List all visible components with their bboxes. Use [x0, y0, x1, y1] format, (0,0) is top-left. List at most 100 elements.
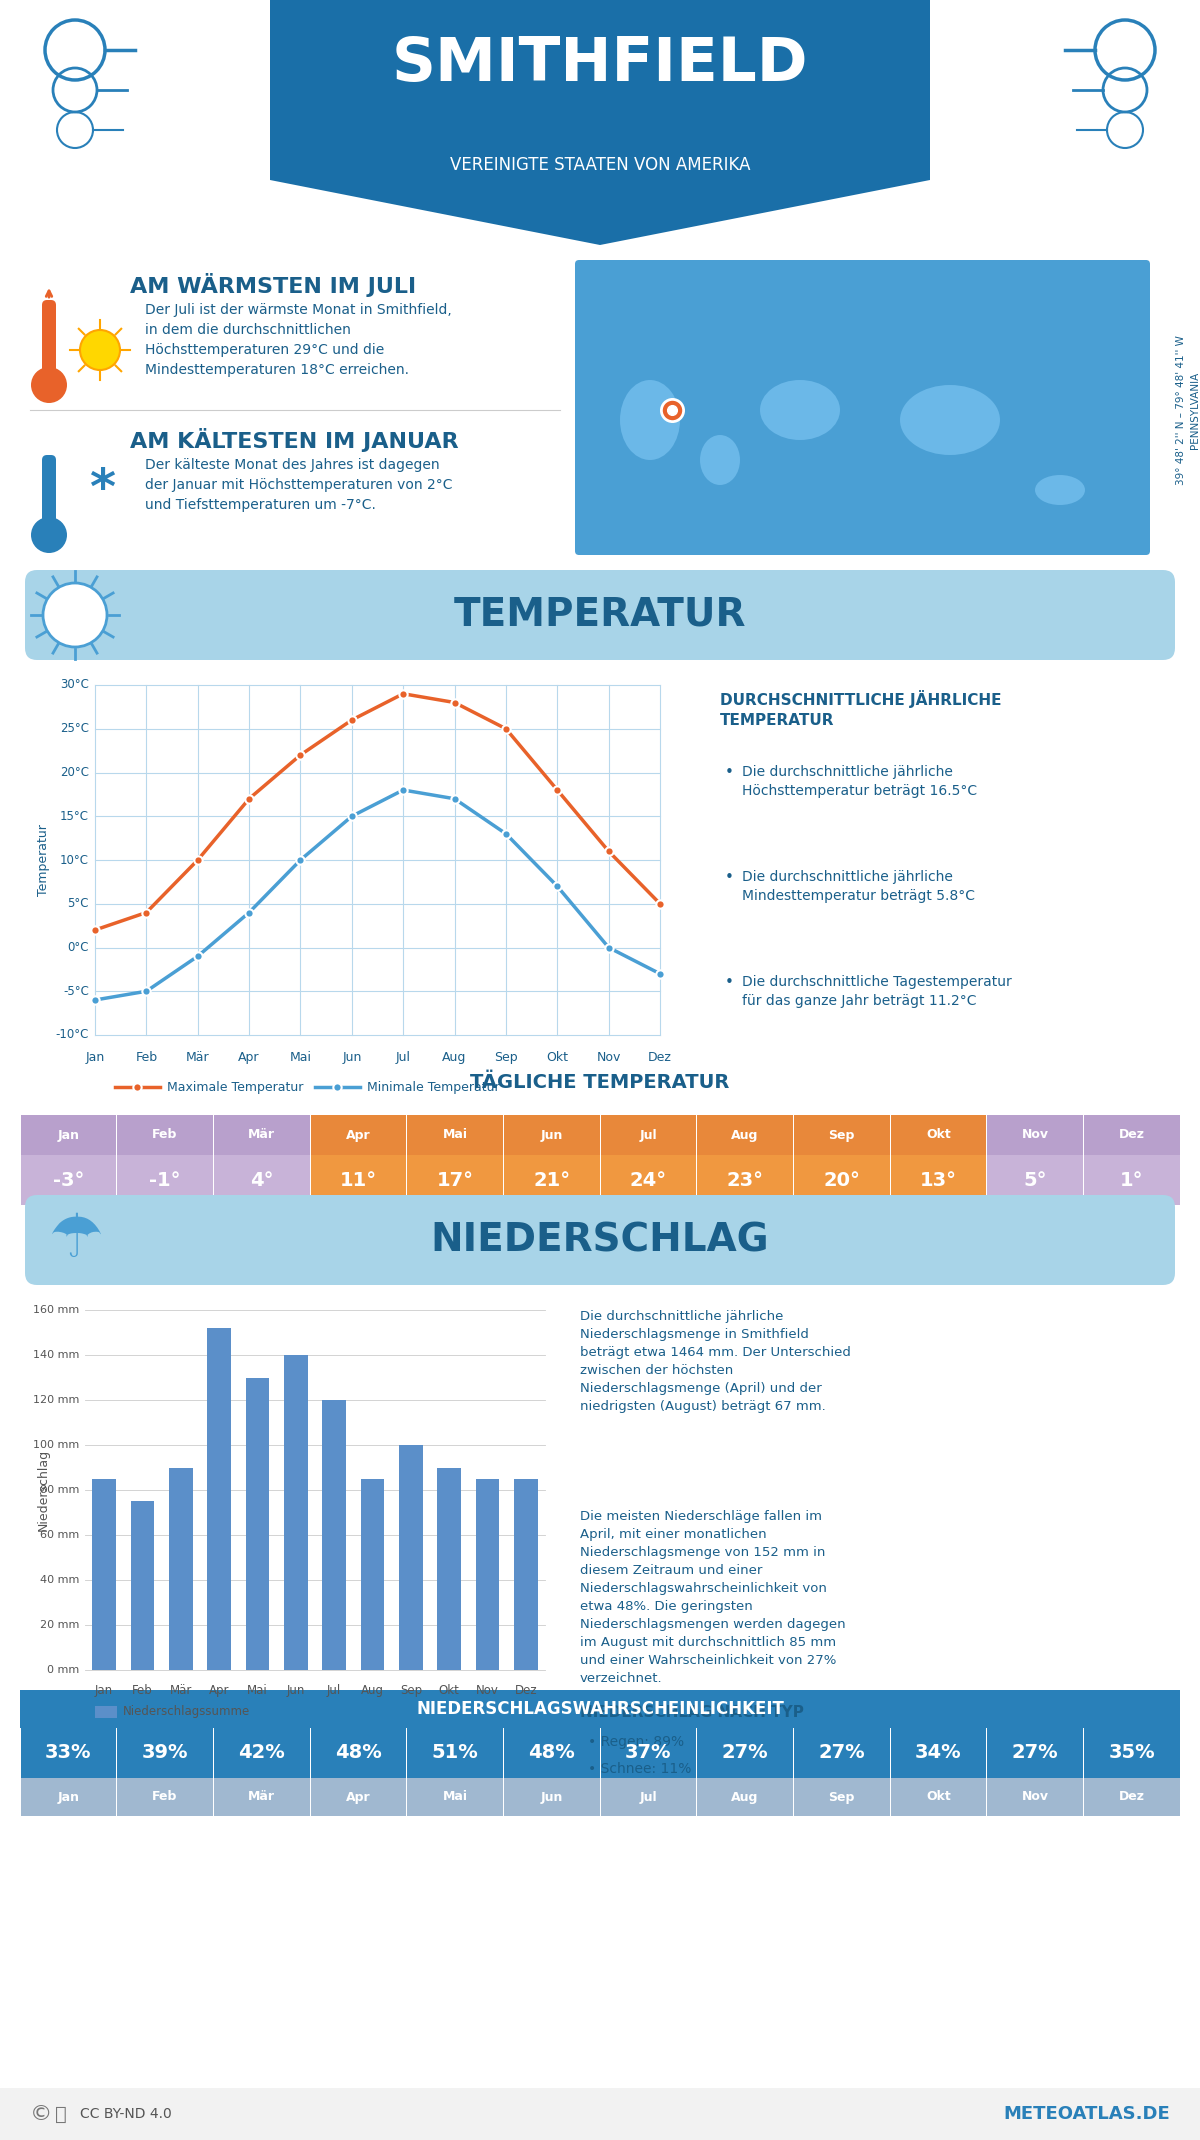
Text: Okt: Okt: [926, 1128, 950, 1141]
Bar: [600, 1115, 696, 1156]
Bar: [407, 1778, 503, 1817]
Text: 23°: 23°: [726, 1171, 763, 1190]
Bar: [1084, 1115, 1180, 1156]
Text: •: •: [725, 976, 734, 991]
Bar: [0, 2089, 1200, 2140]
Bar: [20, 1115, 116, 1156]
Text: NIEDERSCHLAGSWAHRSCHEINLICHKEIT: NIEDERSCHLAGSWAHRSCHEINLICHKEIT: [416, 1699, 784, 1718]
Text: Jul: Jul: [328, 1684, 341, 1697]
Text: 27%: 27%: [1012, 1744, 1058, 1763]
Text: ©: ©: [30, 2104, 53, 2125]
Bar: [504, 1115, 600, 1156]
Text: Apr: Apr: [346, 1128, 371, 1141]
Text: Die durchschnittliche jährliche
Höchsttemperatur beträgt 16.5°C: Die durchschnittliche jährliche Höchstte…: [742, 764, 977, 798]
FancyBboxPatch shape: [42, 300, 56, 381]
Text: •: •: [725, 871, 734, 886]
Text: Mai: Mai: [443, 1128, 468, 1141]
Text: Der kälteste Monat des Jahres ist dagegen
der Januar mit Höchsttemperaturen von : Der kälteste Monat des Jahres ist dagege…: [145, 458, 452, 511]
Text: 35%: 35%: [1109, 1744, 1154, 1763]
Text: Mai: Mai: [443, 1791, 468, 1804]
Bar: [890, 1115, 986, 1156]
Bar: [20, 1778, 116, 1817]
Text: TEMPERATUR: TEMPERATUR: [454, 597, 746, 633]
Bar: [407, 1156, 503, 1205]
FancyBboxPatch shape: [25, 569, 1175, 659]
Text: Apr: Apr: [239, 1051, 260, 1064]
Bar: [1084, 1778, 1180, 1817]
Bar: [504, 1727, 600, 1778]
Text: Okt: Okt: [926, 1791, 950, 1804]
Bar: [323, 1400, 346, 1669]
Bar: [794, 1727, 889, 1778]
Text: CC BY-ND 4.0: CC BY-ND 4.0: [80, 2108, 172, 2121]
Text: Niederschlagssumme: Niederschlagssumme: [124, 1706, 251, 1718]
Text: 20°: 20°: [823, 1171, 860, 1190]
Bar: [988, 1115, 1082, 1156]
Bar: [208, 1329, 232, 1669]
Circle shape: [43, 582, 107, 646]
Text: 48%: 48%: [335, 1744, 382, 1763]
Text: 100 mm: 100 mm: [32, 1440, 79, 1451]
Bar: [169, 1468, 193, 1669]
Bar: [988, 1156, 1082, 1205]
Bar: [214, 1115, 310, 1156]
Text: Die meisten Niederschläge fallen im
April, mit einer monatlichen
Niederschlagsme: Die meisten Niederschläge fallen im Apri…: [580, 1511, 846, 1684]
Text: Nov: Nov: [1021, 1128, 1049, 1141]
Text: Sep: Sep: [828, 1128, 854, 1141]
Text: Dez: Dez: [515, 1684, 538, 1697]
Bar: [398, 1444, 422, 1669]
Bar: [20, 1727, 116, 1778]
Bar: [0, 0, 1200, 150]
Text: 51%: 51%: [432, 1744, 479, 1763]
Text: Jun: Jun: [540, 1791, 563, 1804]
Text: Jan: Jan: [85, 1051, 104, 1064]
Text: 160 mm: 160 mm: [32, 1305, 79, 1314]
Bar: [131, 1502, 155, 1669]
Text: Niederschlag: Niederschlag: [36, 1449, 49, 1530]
Text: Mär: Mär: [248, 1791, 275, 1804]
Bar: [214, 1156, 310, 1205]
Text: 1°: 1°: [1120, 1171, 1144, 1190]
Text: • Regen: 89%: • Regen: 89%: [588, 1736, 684, 1748]
Text: VEREINIGTE STAATEN VON AMERIKA: VEREINIGTE STAATEN VON AMERIKA: [450, 156, 750, 173]
Text: 60 mm: 60 mm: [40, 1530, 79, 1541]
Bar: [20, 1156, 116, 1205]
Text: 39° 48' 2'' N – 79° 48' 41'' W
PENNSYLVANIA: 39° 48' 2'' N – 79° 48' 41'' W PENNSYLVA…: [1176, 336, 1200, 486]
Ellipse shape: [1034, 475, 1085, 505]
Text: ☂: ☂: [48, 1211, 102, 1269]
Text: 33%: 33%: [46, 1744, 91, 1763]
Bar: [600, 1778, 696, 1817]
Bar: [504, 1778, 600, 1817]
Text: Die durchschnittliche jährliche
Mindesttemperatur beträgt 5.8°C: Die durchschnittliche jährliche Mindestt…: [742, 871, 974, 903]
Text: Temperatur: Temperatur: [36, 824, 49, 897]
Bar: [988, 1727, 1082, 1778]
Bar: [92, 1479, 116, 1669]
Bar: [1084, 1727, 1180, 1778]
Text: 40 mm: 40 mm: [40, 1575, 79, 1586]
Text: Dez: Dez: [648, 1051, 672, 1064]
Text: 39%: 39%: [142, 1744, 188, 1763]
Text: Feb: Feb: [152, 1791, 178, 1804]
FancyBboxPatch shape: [42, 456, 56, 531]
Ellipse shape: [700, 434, 740, 486]
Text: 5°C: 5°C: [67, 897, 89, 910]
Text: 25°C: 25°C: [60, 723, 89, 736]
Text: NIEDERSCHLAG NACH TYP: NIEDERSCHLAG NACH TYP: [580, 1706, 804, 1721]
Bar: [118, 1778, 212, 1817]
Text: 20 mm: 20 mm: [40, 1620, 79, 1631]
Bar: [600, 1727, 696, 1778]
Bar: [514, 1479, 538, 1669]
Text: 120 mm: 120 mm: [32, 1395, 79, 1406]
Text: 13°: 13°: [920, 1171, 956, 1190]
Bar: [311, 1115, 406, 1156]
Ellipse shape: [760, 381, 840, 441]
Bar: [697, 1115, 793, 1156]
Text: • Schnee: 11%: • Schnee: 11%: [588, 1761, 691, 1776]
Bar: [407, 1727, 503, 1778]
Bar: [794, 1115, 889, 1156]
Bar: [697, 1727, 793, 1778]
Text: 5°: 5°: [1024, 1171, 1046, 1190]
Text: Mär: Mär: [169, 1684, 192, 1697]
Circle shape: [80, 330, 120, 370]
Text: Okt: Okt: [439, 1684, 460, 1697]
